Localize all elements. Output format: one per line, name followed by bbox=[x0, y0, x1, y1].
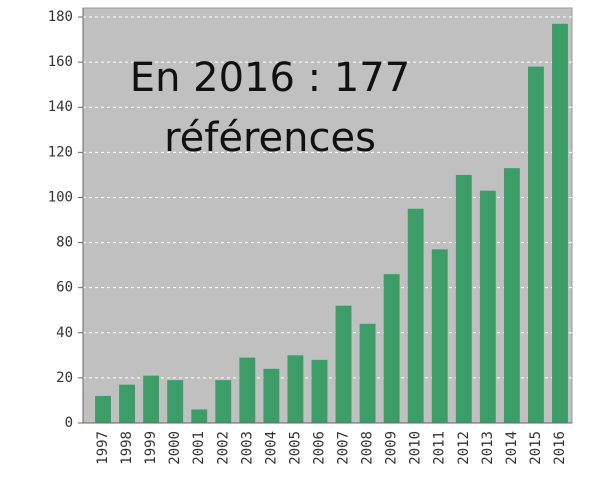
x-tick-label: 2013 bbox=[480, 431, 496, 465]
x-tick-label: 2004 bbox=[263, 431, 279, 465]
x-tick-label: 2005 bbox=[287, 431, 303, 465]
y-tick-label: 120 bbox=[48, 144, 73, 160]
bar bbox=[263, 368, 280, 423]
bar bbox=[167, 380, 184, 423]
bar bbox=[431, 249, 448, 423]
x-tick-label: 2010 bbox=[408, 431, 424, 465]
bar bbox=[335, 305, 352, 423]
y-tick-label: 0 bbox=[65, 415, 73, 431]
x-tick-label: 2007 bbox=[336, 431, 352, 465]
y-tick-label: 140 bbox=[48, 99, 73, 115]
bar bbox=[215, 380, 232, 423]
bar bbox=[191, 409, 208, 423]
bar bbox=[359, 323, 376, 423]
bar bbox=[119, 384, 136, 423]
x-tick-label: 2008 bbox=[360, 431, 376, 465]
x-tick-label: 2002 bbox=[215, 431, 231, 465]
bar bbox=[239, 357, 256, 423]
bar bbox=[552, 23, 568, 423]
x-tick-label: 2016 bbox=[552, 431, 568, 465]
x-tick-label: 2011 bbox=[432, 431, 448, 465]
bar bbox=[95, 395, 111, 423]
y-tick-label: 180 bbox=[48, 9, 73, 25]
x-tick-label: 2001 bbox=[191, 431, 207, 465]
bar bbox=[383, 274, 400, 423]
y-tick-label: 80 bbox=[56, 235, 73, 251]
bar bbox=[311, 359, 328, 423]
annotation: références bbox=[164, 115, 376, 161]
y-tick-label: 40 bbox=[56, 325, 73, 341]
annotation: En 2016 : 177 bbox=[130, 55, 410, 101]
x-tick-label: 2003 bbox=[239, 431, 255, 465]
bar bbox=[527, 66, 544, 424]
x-tick-label: 1998 bbox=[119, 431, 135, 465]
x-tick-label: 2009 bbox=[384, 431, 400, 465]
bar bbox=[455, 174, 472, 423]
x-tick-label: 1999 bbox=[143, 431, 159, 465]
bar bbox=[479, 190, 496, 423]
x-tick-label: 2012 bbox=[456, 431, 472, 465]
bar bbox=[503, 168, 520, 423]
bar bbox=[407, 208, 424, 423]
bar bbox=[287, 355, 304, 423]
y-tick-label: 20 bbox=[56, 370, 73, 386]
x-tick-label: 1997 bbox=[95, 431, 111, 465]
y-tick-label: 160 bbox=[48, 54, 73, 70]
y-tick-label: 100 bbox=[48, 189, 73, 205]
y-tick-label: 60 bbox=[56, 280, 73, 296]
x-tick-label: 2014 bbox=[504, 431, 520, 465]
x-tick-label: 2015 bbox=[528, 431, 544, 465]
bar bbox=[143, 375, 160, 423]
x-tick-label: 2000 bbox=[167, 431, 183, 465]
x-tick-label: 2006 bbox=[311, 431, 327, 465]
